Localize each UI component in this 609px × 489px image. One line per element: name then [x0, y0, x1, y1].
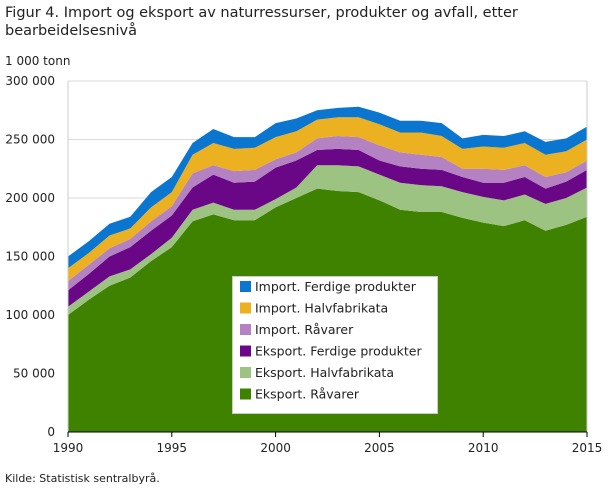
y-tick-label: 250 000: [5, 133, 55, 147]
area-import-halvfabrikata: [68, 117, 587, 282]
y-tick-label: 50 000: [13, 367, 55, 381]
source-note: Kilde: Statistisk sentralbyrå.: [5, 472, 160, 485]
x-tick-label: 1995: [157, 441, 188, 455]
x-tick-label: 2000: [260, 441, 291, 455]
legend-swatch: [240, 324, 251, 335]
x-tick-label: 2010: [468, 441, 499, 455]
x-tick-label: 1990: [53, 441, 84, 455]
y-tick-label: 0: [47, 425, 55, 439]
area-import-ferdige-produkter: [68, 106, 587, 269]
legend-swatch: [240, 388, 251, 400]
legend-swatch: [240, 367, 251, 378]
legend-box: [232, 276, 438, 414]
y-tick-label: 100 000: [5, 308, 55, 322]
x-tick-label: 2005: [364, 441, 395, 455]
y-tick-label: 150 000: [5, 250, 55, 264]
y-axis-unit-label: 1 000 tonn: [5, 54, 71, 68]
area-import-r-varer: [68, 135, 587, 291]
x-tick-label: 2015: [572, 441, 603, 455]
legend-label: Eksport. Råvarer: [255, 387, 360, 402]
legend-swatch: [240, 345, 251, 357]
legend-swatch: [240, 302, 251, 314]
legend-label: Import. Ferdige produkter: [255, 279, 417, 294]
y-tick-label: 300 000: [5, 74, 55, 88]
y-tick-label: 200 000: [5, 191, 55, 205]
area-eksport-ferdige-produkter: [68, 148, 587, 307]
legend-label: Eksport. Ferdige produkter: [255, 344, 422, 359]
legend-label: Eksport. Halvfabrikata: [255, 365, 394, 380]
chart-title: Figur 4. Import og eksport av naturressu…: [5, 5, 518, 39]
area-eksport-halvfabrikata: [68, 165, 587, 315]
legend-label: Import. Råvarer: [255, 322, 354, 337]
legend-swatch: [240, 281, 251, 292]
legend-label: Import. Halvfabrikata: [255, 301, 388, 316]
